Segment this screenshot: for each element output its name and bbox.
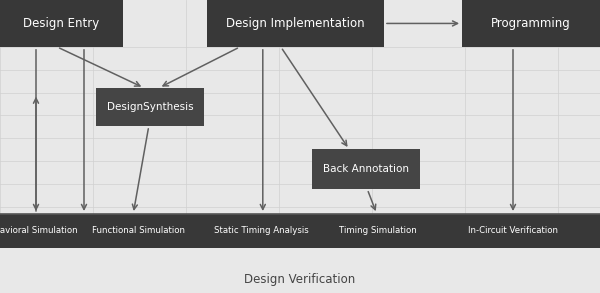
Bar [312, 149, 420, 189]
Bar [462, 0, 600, 47]
Text: Static Timing Analysis: Static Timing Analysis [214, 226, 308, 235]
Text: Functional Simulation: Functional Simulation [91, 226, 185, 235]
Text: Timing Simulation: Timing Simulation [339, 226, 417, 235]
Text: Design Verification: Design Verification [244, 273, 356, 286]
Text: DesignSynthesis: DesignSynthesis [107, 102, 193, 112]
Text: Design Implementation: Design Implementation [226, 17, 365, 30]
Text: Design Entry: Design Entry [23, 17, 100, 30]
Text: Behavioral Simulation: Behavioral Simulation [0, 226, 77, 235]
Text: Back Annotation: Back Annotation [323, 164, 409, 174]
Text: In-Circuit Verification: In-Circuit Verification [468, 226, 558, 235]
Bar [207, 0, 384, 47]
Bar [0, 214, 600, 248]
Text: Programming: Programming [491, 17, 571, 30]
Bar [0, 0, 123, 47]
Bar [96, 88, 204, 126]
